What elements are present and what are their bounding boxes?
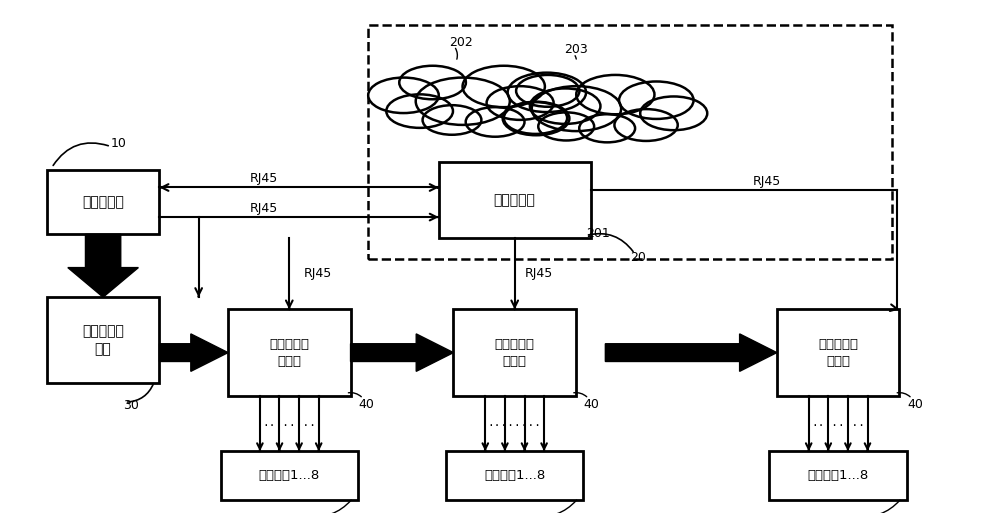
Bar <box>769 451 907 501</box>
Text: 20: 20 <box>630 251 646 264</box>
Polygon shape <box>68 234 138 297</box>
Circle shape <box>466 107 524 137</box>
Circle shape <box>386 94 453 128</box>
Text: RJ45: RJ45 <box>250 202 278 215</box>
Text: 充电插座1...8: 充电插座1...8 <box>484 469 545 482</box>
Bar <box>47 170 159 234</box>
Text: 充电回路空
气开关: 充电回路空 气开关 <box>495 338 535 368</box>
Text: 30: 30 <box>123 399 139 412</box>
Text: RJ45: RJ45 <box>304 267 332 280</box>
Text: RJ45: RJ45 <box>250 172 278 185</box>
Text: RJ45: RJ45 <box>524 267 553 280</box>
Text: RJ45: RJ45 <box>753 174 781 188</box>
Bar <box>446 451 583 501</box>
Text: ........: ........ <box>262 419 316 428</box>
Bar <box>221 451 358 501</box>
Text: 充电回路空
气开关: 充电回路空 气开关 <box>818 338 858 368</box>
Text: 201: 201 <box>586 227 610 240</box>
Circle shape <box>487 86 554 120</box>
Circle shape <box>576 75 654 114</box>
Circle shape <box>619 82 694 119</box>
Circle shape <box>530 88 600 124</box>
Text: 充电插座1...8: 充电插座1...8 <box>259 469 320 482</box>
Circle shape <box>463 66 545 107</box>
Circle shape <box>508 73 586 112</box>
Polygon shape <box>351 334 453 371</box>
Text: 充电插座1...8: 充电插座1...8 <box>807 469 869 482</box>
Text: 后台服务器: 后台服务器 <box>494 193 536 207</box>
Circle shape <box>614 109 678 141</box>
Polygon shape <box>159 334 228 371</box>
Bar <box>453 309 576 396</box>
Circle shape <box>579 114 635 142</box>
Circle shape <box>516 75 579 107</box>
Circle shape <box>423 105 481 135</box>
Text: 10: 10 <box>111 136 127 150</box>
Text: 供电变压器: 供电变压器 <box>82 195 124 209</box>
Circle shape <box>640 96 707 130</box>
Text: 203: 203 <box>564 43 587 56</box>
Bar <box>777 309 899 396</box>
Circle shape <box>532 86 621 131</box>
Bar <box>368 25 892 259</box>
Text: 主回路空气
开关: 主回路空气 开关 <box>82 324 124 357</box>
Circle shape <box>368 77 439 113</box>
Text: 40: 40 <box>907 398 923 411</box>
Circle shape <box>503 102 569 135</box>
Text: 202: 202 <box>449 35 473 49</box>
Text: ........: ........ <box>488 419 542 428</box>
Circle shape <box>538 112 594 141</box>
Circle shape <box>399 66 466 100</box>
Bar <box>47 297 159 383</box>
Text: 40: 40 <box>584 398 600 411</box>
Polygon shape <box>605 334 777 371</box>
Text: 充电回路空
气开关: 充电回路空 气开关 <box>269 338 309 368</box>
Text: ........: ........ <box>811 419 865 428</box>
Circle shape <box>504 102 567 134</box>
Bar <box>439 162 591 238</box>
Text: ........: ........ <box>643 341 710 354</box>
Bar <box>228 309 351 396</box>
Circle shape <box>416 77 510 125</box>
Text: 40: 40 <box>358 398 374 411</box>
